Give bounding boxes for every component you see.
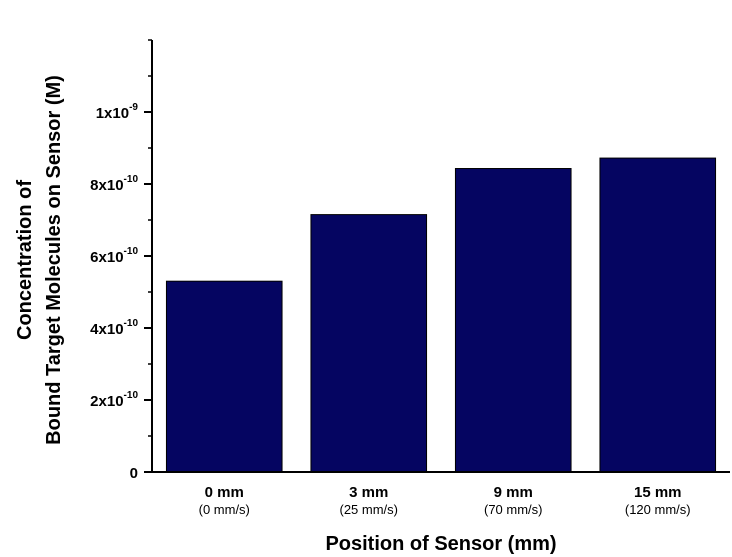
bars-group (165, 157, 717, 473)
x-tick-label-0: 0 mm (205, 484, 244, 501)
bar-1 (310, 214, 428, 473)
y-tick-label-4: 8x10-10 (90, 174, 138, 194)
x-tick-sublabel-1: (25 mm/s) (340, 502, 399, 517)
x-tick-label-2: 9 mm (494, 484, 533, 501)
x-tick-sublabel-0: (0 mm/s) (199, 502, 250, 517)
y-tick-label-1: 2x10-10 (90, 390, 138, 410)
x-labels-group: 0 mm(0 mm/s) 3 mm(25 mm/s) 9 mm(70 mm/s) 15… (199, 484, 691, 517)
y-axis-title-line2: Bound Target Molecules on Sensor (M) (43, 75, 65, 445)
x-tick-label-3: 15 mm (634, 484, 682, 501)
y-tick-label-3: 6x10-10 (90, 246, 138, 266)
x-axis-title: Position of Sensor (mm) (325, 533, 556, 555)
x-tick-sublabel-3: (120 mm/s) (625, 502, 691, 517)
y-tick-label-2: 4x10-10 (90, 318, 138, 338)
x-tick-label-1: 3 mm (349, 484, 388, 501)
y-tick-label-5: 1x10-9 (96, 102, 139, 122)
y-axis-title-line1: Concentration of (14, 180, 36, 340)
bar-3 (599, 157, 717, 473)
bar-0 (165, 280, 283, 473)
y-tick-label-0: 0 (130, 465, 138, 482)
y-ticks-group: 0 2x10-10 4x10-10 6x10-10 8x10-10 1x10-9 (90, 39, 152, 482)
x-tick-sublabel-2: (70 mm/s) (484, 502, 543, 517)
bar-2 (454, 168, 572, 473)
